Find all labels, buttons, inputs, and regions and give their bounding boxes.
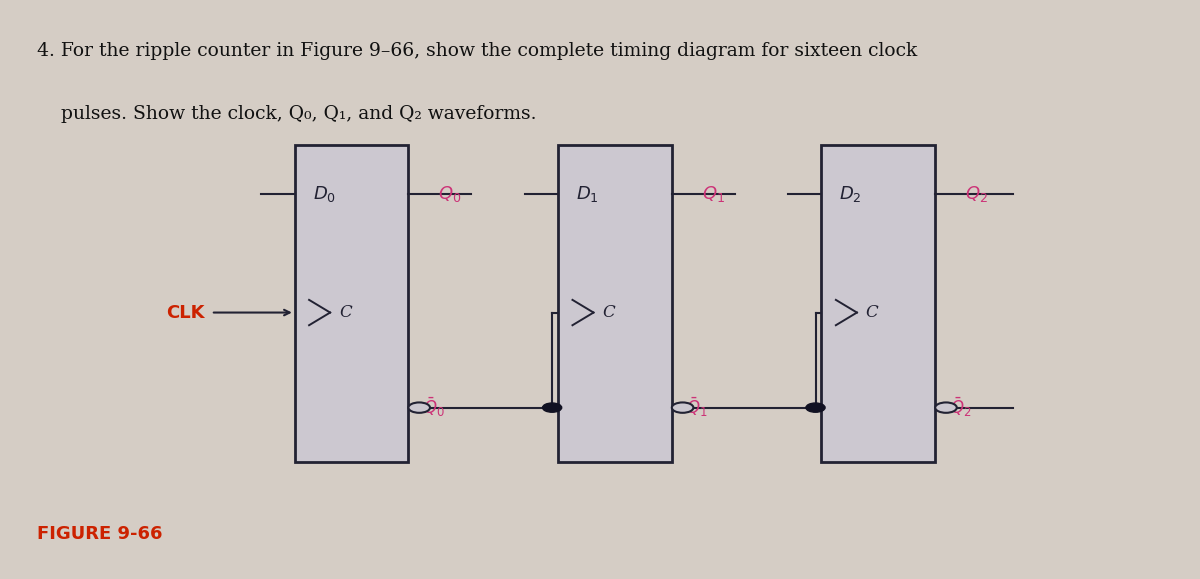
Text: pulses. Show the clock, Q₀, Q₁, and Q₂ waveforms.: pulses. Show the clock, Q₀, Q₁, and Q₂ w… [37,105,536,123]
Bar [822,145,935,463]
Bar [295,145,408,463]
Circle shape [672,402,694,413]
Text: $D_2$: $D_2$ [840,185,862,204]
Text: $\bar{Q}_1$: $\bar{Q}_1$ [686,396,708,419]
Text: $\bar{Q}_0$: $\bar{Q}_0$ [422,396,445,419]
Text: FIGURE 9-66: FIGURE 9-66 [37,525,163,543]
Text: 4. For the ripple counter in Figure 9–66, show the complete timing diagram for s: 4. For the ripple counter in Figure 9–66… [37,42,918,60]
Circle shape [408,402,430,413]
Text: $\bar{Q}_2$: $\bar{Q}_2$ [949,396,971,419]
Text: C: C [602,304,616,321]
Circle shape [806,403,826,412]
Text: C: C [865,304,878,321]
Text: C: C [340,304,352,321]
Text: $Q_2$: $Q_2$ [965,185,988,204]
Text: $Q_1$: $Q_1$ [702,185,725,204]
Text: $D_0$: $D_0$ [313,185,336,204]
Circle shape [542,403,562,412]
Text: CLK: CLK [167,303,205,321]
Bar [558,145,672,463]
Text: $Q_0$: $Q_0$ [438,185,462,204]
Circle shape [935,402,956,413]
Text: $D_1$: $D_1$ [576,185,599,204]
